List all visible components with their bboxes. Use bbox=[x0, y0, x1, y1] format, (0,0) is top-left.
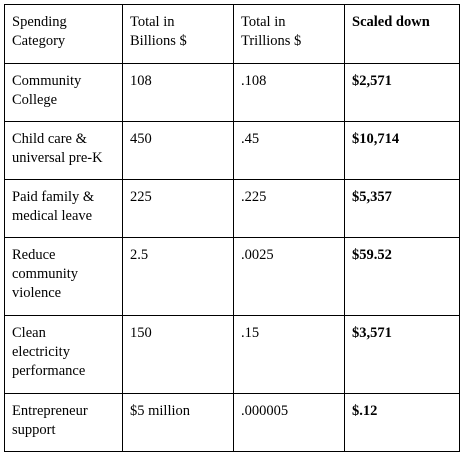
table-row: Clean electricity performance 150.15 $3,57… bbox=[4, 315, 460, 394]
header-cell: Scaled down bbox=[344, 4, 460, 64]
table-cell: $.12 bbox=[344, 393, 460, 452]
header-cell: Total in Trillions $ bbox=[233, 4, 345, 64]
table-cell: Community College bbox=[4, 63, 123, 122]
table-row: Community College 108.108 $2,571 bbox=[4, 63, 460, 122]
header-cell: Spending Category bbox=[4, 4, 123, 64]
table-cell: $5 million bbox=[122, 393, 234, 452]
table-row: Reduce community violence 2.5.0025 $59.52 bbox=[4, 237, 460, 316]
table-cell: .0025 bbox=[233, 237, 345, 316]
table-body: Spending Category Total in Billions $ Tota… bbox=[4, 4, 460, 452]
table-row: Entrepreneur support $5 million .000005 $.1… bbox=[4, 393, 460, 452]
table-cell: $3,571 bbox=[344, 315, 460, 394]
table-cell: 2.5 bbox=[122, 237, 234, 316]
table-cell: .15 bbox=[233, 315, 345, 394]
table-cell: .000005 bbox=[233, 393, 345, 452]
table-cell: Reduce community violence bbox=[4, 237, 123, 316]
table-cell: Clean electricity performance bbox=[4, 315, 123, 394]
table-cell: 150 bbox=[122, 315, 234, 394]
table-cell: .108 bbox=[233, 63, 345, 122]
table-cell: $10,714 bbox=[344, 121, 460, 180]
table-cell: $59.52 bbox=[344, 237, 460, 316]
header-cell: Total in Billions $ bbox=[122, 4, 234, 64]
table-cell: $2,571 bbox=[344, 63, 460, 122]
table-cell: Paid family & medical leave bbox=[4, 179, 123, 238]
header-row: Spending Category Total in Billions $ Tota… bbox=[4, 4, 460, 64]
table-cell: .225 bbox=[233, 179, 345, 238]
table-cell: 108 bbox=[122, 63, 234, 122]
table-cell: 225 bbox=[122, 179, 234, 238]
table-row: Paid family & medical leave 225.225 $5,357 bbox=[4, 179, 460, 238]
table-cell: .45 bbox=[233, 121, 345, 180]
spending-table: Spending Category Total in Billions $ Tota… bbox=[4, 4, 460, 452]
table-cell: 450 bbox=[122, 121, 234, 180]
table-cell: $5,357 bbox=[344, 179, 460, 238]
table-row: Child care & universal pre-K 450.45 $10,71… bbox=[4, 121, 460, 180]
table-cell: Child care & universal pre-K bbox=[4, 121, 123, 180]
table-cell: Entrepreneur support bbox=[4, 393, 123, 452]
